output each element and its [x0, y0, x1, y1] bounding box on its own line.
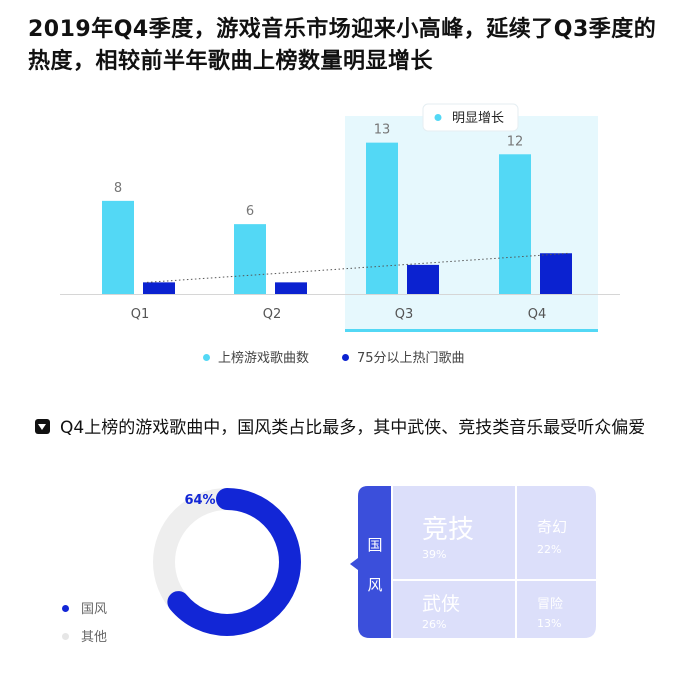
data-label-q4: 12 — [507, 134, 524, 149]
treemap-cell-percent: 26% — [422, 618, 446, 631]
treemap-cell-percent: 13% — [537, 617, 561, 630]
treemap-cell-label: 冒险 — [537, 597, 563, 612]
donut-legend-label-guofeng: 国风 — [81, 602, 108, 617]
treemap-cell-label: 武侠 — [422, 593, 460, 615]
treemap-parent-label-char: 国 — [367, 536, 382, 554]
headline: 2019年Q4季度，游戏音乐市场迎来小高峰，延续了Q3季度的热度，相较前半年歌曲… — [28, 17, 657, 74]
highlight-underline — [345, 329, 598, 332]
bar-group-q2: 6 Q2 — [234, 204, 307, 322]
data-label-q3: 13 — [374, 123, 391, 138]
treemap-chart: 国风 竞技 39% 奇幻 22% 武侠 26% 冒险 13% — [350, 486, 596, 638]
section-title: Q4上榜的游戏歌曲中，国风类占比最多，其中武侠、竞技类音乐最受听众偏爱 — [35, 414, 655, 442]
section-title-text: Q4上榜的游戏歌曲中，国风类占比最多，其中武侠、竞技类音乐最受听众偏爱 — [60, 418, 646, 438]
bar-chart: 明显增长 8 Q1 6 Q2 13 Q3 12 Q4 — [60, 103, 620, 332]
data-label-q2: 6 — [246, 204, 254, 219]
donut-slice-guofeng — [153, 488, 301, 636]
treemap-cell-label: 竞技 — [422, 515, 474, 545]
data-label-q1: 8 — [114, 181, 122, 196]
legend-label-hot: 75分以上热门歌曲 — [357, 351, 465, 366]
trend-line — [146, 252, 571, 283]
donut-legend-item-other: 其他 — [62, 626, 107, 645]
bar-hot-q1 — [143, 282, 175, 294]
x-tick-label-q2: Q2 — [263, 307, 282, 322]
donut-legend-swatch-main — [62, 605, 69, 612]
bar-hot-q3 — [407, 264, 439, 294]
donut-legend-label-other: 其他 — [81, 630, 108, 645]
bar-songs-q4 — [499, 154, 531, 294]
donut-legend-item-guofeng: 国风 — [62, 598, 107, 617]
bar-group-q1: 8 Q1 — [102, 181, 175, 322]
legend-swatch-dark — [342, 354, 349, 361]
highlight-tag: 明显增长 — [422, 103, 519, 132]
treemap-cell-percent: 22% — [537, 543, 561, 556]
x-tick-label-q3: Q3 — [395, 307, 414, 322]
bar-hot-q4 — [540, 253, 572, 294]
highlight-tag-box — [422, 103, 519, 132]
bar-hot-q2 — [275, 282, 307, 294]
legend-swatch-light — [203, 354, 210, 361]
legend-item-songs: 上榜游戏歌曲数 — [203, 347, 309, 366]
x-tick-label-q4: Q4 — [528, 307, 547, 322]
donut-chart: 64% — [153, 488, 301, 636]
donut-percent-label: 64% — [184, 493, 215, 508]
bar-songs-q1 — [102, 200, 134, 294]
treemap-cell-percent: 39% — [422, 548, 446, 561]
bar-songs-q3 — [366, 142, 398, 294]
bar-group-q4: 12 Q4 — [499, 134, 572, 322]
legend-item-hot: 75分以上热门歌曲 — [342, 347, 465, 366]
bar-songs-q2 — [234, 224, 266, 294]
treemap-background — [350, 486, 596, 638]
treemap-parent-label-char: 风 — [367, 576, 382, 594]
donut-legend-swatch-other — [62, 633, 69, 640]
highlight-tag-dot — [434, 114, 442, 121]
treemap-parent-cell — [350, 486, 392, 638]
legend-label-songs: 上榜游戏歌曲数 — [218, 351, 310, 366]
bar-group-q3: 13 Q3 — [366, 123, 439, 322]
treemap-cell-label: 奇幻 — [537, 518, 567, 536]
x-tick-label-q1: Q1 — [131, 307, 150, 322]
caret-down-icon — [35, 418, 50, 434]
highlight-tag-label: 明显增长 — [452, 111, 504, 126]
